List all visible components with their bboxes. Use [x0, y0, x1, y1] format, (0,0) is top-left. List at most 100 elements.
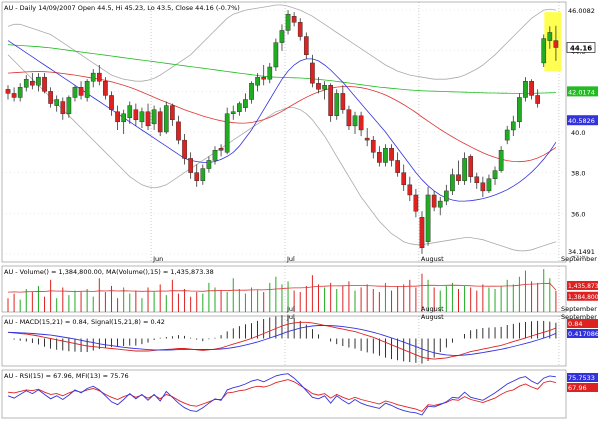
- price-value-box: [567, 86, 598, 97]
- candle-body: [96, 72, 102, 82]
- macd-value-label: 0.417086: [568, 330, 599, 338]
- volume-value-label: 1,384,800: [568, 294, 599, 301]
- candle-body: [182, 139, 187, 159]
- candle-body: [303, 36, 309, 56]
- candle-body: [407, 184, 413, 196]
- mfi-line: [7, 373, 556, 416]
- candle-body: [188, 158, 193, 173]
- candle-body: [60, 101, 66, 114]
- candle-body: [510, 121, 516, 131]
- rsi-mfi-value-label: 67.96: [568, 384, 587, 392]
- last-price-label: 44.16: [570, 45, 592, 53]
- rsi-line: [7, 379, 557, 412]
- bollinger-lower-line: [7, 54, 557, 252]
- candle-body: [297, 22, 303, 37]
- price-tick-label: 40.0: [571, 129, 585, 137]
- candle-body: [517, 97, 522, 123]
- candle-body: [121, 113, 127, 123]
- candle-body: [364, 137, 370, 141]
- candle-body: [267, 66, 273, 80]
- candle-body: [103, 81, 108, 96]
- macd-value-box: [567, 329, 598, 338]
- candle-body: [66, 97, 72, 114]
- candle-body: [425, 194, 431, 242]
- candle-body: [310, 62, 315, 84]
- macd-value-label: 0.84: [568, 320, 582, 328]
- month-label: August: [421, 255, 444, 263]
- volume-value-label: 1,435,873: [568, 283, 599, 290]
- candle-body: [54, 99, 60, 106]
- candle-body: [498, 150, 504, 171]
- candle-body: [358, 115, 364, 131]
- candle-body: [200, 168, 206, 181]
- candle-body: [480, 182, 486, 192]
- candle-body: [255, 76, 260, 86]
- candle-body: [17, 87, 23, 98]
- candle-body: [437, 200, 443, 208]
- price-value-box: [567, 115, 598, 126]
- candle-body: [273, 42, 279, 68]
- price-value-label: 34.1491: [568, 248, 595, 256]
- candle-body: [133, 109, 139, 121]
- candle-body: [11, 93, 17, 98]
- rsi-mfi-value-box: [567, 383, 598, 392]
- volume-title: AU - Volume() = 1,384,800.00, MA(Volume(…: [4, 268, 214, 276]
- highlight-box: [544, 12, 562, 72]
- candle-body: [450, 174, 455, 192]
- month-label: Jun: [152, 255, 163, 263]
- candle-body: [218, 148, 224, 151]
- candle-body: [139, 111, 145, 123]
- candle-body: [36, 76, 41, 86]
- candle-body: [279, 30, 285, 43]
- macd-month-label: September: [561, 313, 597, 321]
- candle-body: [157, 111, 163, 133]
- candle-body: [377, 152, 382, 163]
- rsi-mfi-title: AU - RSI(15) = 67.96, MFI(13) = 75.76: [4, 372, 129, 380]
- month-label: September: [561, 255, 597, 263]
- candle-body: [328, 85, 333, 116]
- candle-body: [395, 160, 400, 173]
- candle-body: [529, 81, 534, 96]
- osc-panel-frame: [1, 369, 567, 419]
- candle-body: [249, 83, 254, 100]
- candle-body: [163, 105, 169, 133]
- moving-average-long-line: [7, 44, 556, 94]
- candle-body: [523, 81, 528, 98]
- candle-body: [456, 174, 461, 181]
- candle-body: [462, 158, 467, 181]
- candle-body: [431, 194, 437, 208]
- price-value-box: [567, 245, 598, 256]
- candle-body: [413, 194, 419, 212]
- candle-body: [237, 103, 242, 112]
- moving-average-short-line: [7, 40, 557, 202]
- rsi-mfi-value-label: 75.7533: [568, 374, 595, 382]
- candle-body: [194, 172, 200, 181]
- candle-body: [243, 99, 248, 108]
- volume-value-box: [567, 291, 598, 301]
- price-value-label: 40.5826: [568, 117, 595, 125]
- candle-body: [486, 178, 492, 192]
- candle-body: [48, 91, 53, 104]
- candle-body: [5, 89, 11, 94]
- candle-body: [224, 113, 230, 153]
- macd-title: AU - MACD(15,21) = 0.84, Signal(15,21,8)…: [4, 318, 165, 326]
- candle-body: [145, 111, 151, 127]
- candle-body: [468, 156, 474, 177]
- candle-body: [340, 93, 346, 110]
- vol-panel-frame: [1, 265, 567, 313]
- price-tick-label: 36.0: [571, 210, 585, 218]
- candle-body: [443, 190, 449, 202]
- candle-body: [541, 38, 547, 64]
- volume-ma-line: [7, 282, 557, 293]
- candle-body: [109, 95, 114, 110]
- candle-body: [352, 115, 358, 127]
- candle-body: [176, 121, 181, 141]
- macd-panel-frame: [1, 315, 567, 367]
- volume-month-label: September: [561, 305, 597, 313]
- price-value-label: 42.0174: [568, 88, 595, 96]
- candle-body: [474, 176, 480, 183]
- candle-body: [504, 129, 510, 141]
- volume-value-box: [567, 280, 598, 290]
